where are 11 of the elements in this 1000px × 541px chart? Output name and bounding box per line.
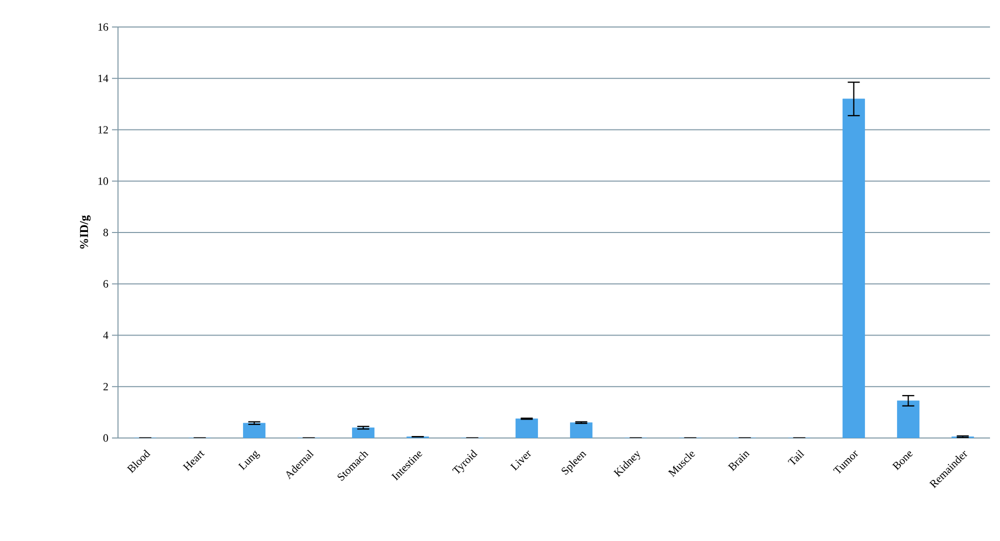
y-tick-label: 16 [98, 23, 108, 31]
y-axis-title: %ID/g [80, 215, 91, 249]
y-tick-label: 4 [103, 332, 108, 339]
y-tick-label: 14 [98, 74, 108, 82]
y-tick-label: 12 [98, 126, 108, 134]
y-tick-label: 10 [98, 177, 108, 185]
y-tick-label: 6 [103, 280, 108, 288]
y-tick-label: 2 [103, 382, 108, 390]
y-tick-label: 0 [103, 434, 108, 442]
x-tick-label: Tail [788, 450, 805, 466]
y-tick-label: 8 [103, 228, 108, 236]
